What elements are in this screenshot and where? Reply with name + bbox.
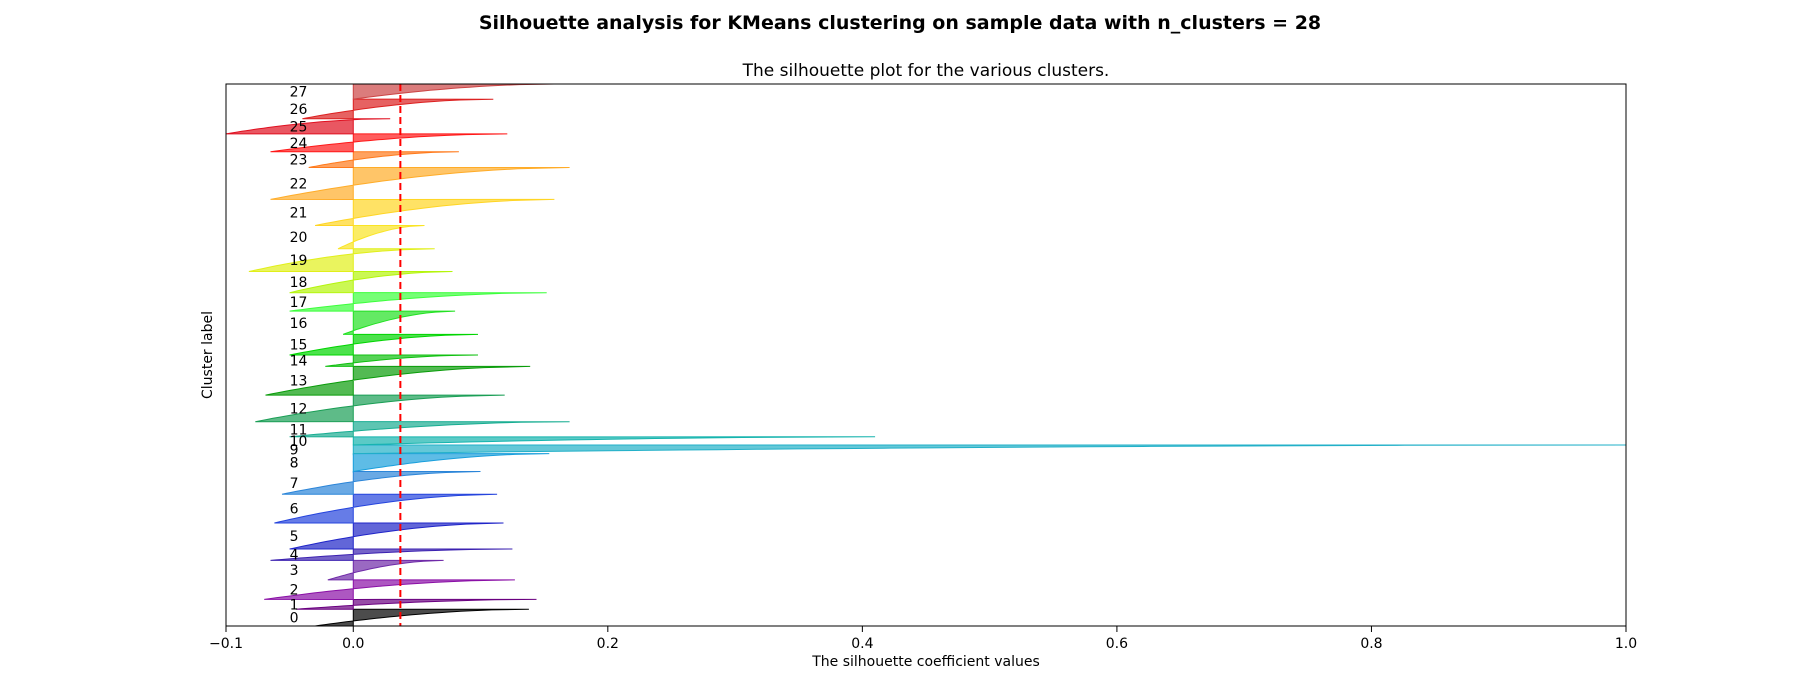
silhouette-cluster-17	[289, 292, 547, 312]
silhouette-cluster-22	[270, 166, 570, 200]
cluster-label-20: 20	[290, 230, 308, 246]
cluster-label-25: 25	[290, 119, 308, 135]
x-tick-label: 0.8	[1360, 636, 1382, 652]
silhouette-cluster-27	[352, 83, 555, 100]
silhouette-cluster-21	[315, 198, 555, 226]
x-tick-label: 0.0	[342, 636, 364, 652]
cluster-label-10: 10	[290, 434, 308, 450]
x-tick-label: −0.1	[209, 636, 243, 652]
cluster-label-4: 4	[290, 548, 299, 564]
cluster-label-17: 17	[290, 295, 308, 311]
silhouette-cluster-11	[289, 421, 570, 438]
cluster-label-13: 13	[290, 374, 308, 390]
silhouette-cluster-23	[308, 151, 459, 168]
silhouette-cluster-20	[337, 224, 425, 250]
cluster-label-0: 0	[290, 611, 299, 627]
silhouette-cluster-6	[274, 493, 498, 524]
cluster-label-11: 11	[290, 422, 308, 438]
silhouette-cluster-13	[265, 365, 531, 396]
silhouette-cluster-15	[289, 333, 479, 356]
silhouette-cluster-8	[352, 453, 550, 473]
cluster-label-8: 8	[290, 456, 299, 472]
cluster-label-19: 19	[290, 253, 308, 269]
cluster-label-23: 23	[290, 153, 308, 169]
cluster-label-22: 22	[290, 176, 308, 192]
silhouette-cluster-19	[248, 248, 435, 273]
silhouette-cluster-12	[255, 394, 505, 423]
silhouette-cluster-1	[295, 598, 537, 610]
silhouette-cluster-2	[264, 579, 515, 600]
y-axis-label: Cluster label	[200, 311, 216, 399]
cluster-label-9: 9	[290, 442, 299, 458]
silhouette-cluster-3	[327, 559, 444, 581]
cluster-label-7: 7	[290, 476, 299, 492]
cluster-label-26: 26	[290, 102, 308, 118]
silhouette-cluster-24	[270, 133, 508, 153]
cluster-labels: 0123456789101112131415161718192021222324…	[290, 85, 308, 627]
silhouette-cluster-4	[270, 548, 513, 561]
silhouette-cluster-16	[342, 310, 456, 335]
silhouette-cluster-26	[302, 98, 494, 120]
x-axis-label: The silhouette coefficient values	[811, 654, 1040, 670]
cluster-label-18: 18	[290, 275, 308, 291]
cluster-label-3: 3	[290, 563, 299, 579]
silhouette-cluster-7	[281, 471, 481, 495]
cluster-label-16: 16	[290, 316, 308, 332]
chart-title: The silhouette plot for the various clus…	[742, 61, 1110, 81]
x-axis-ticks: −0.1 0.0 0.2 0.4 0.6 0.8 1.0	[209, 626, 1637, 652]
silhouette-areas	[225, 83, 1627, 627]
silhouette-cluster-5	[289, 522, 504, 550]
silhouette-cluster-14	[325, 354, 479, 367]
silhouette-cluster-0	[315, 608, 529, 627]
silhouette-cluster-9	[352, 444, 1627, 456]
silhouette-cluster-10	[352, 436, 876, 446]
cluster-label-24: 24	[290, 136, 308, 152]
x-tick-label: 0.6	[1106, 636, 1128, 652]
x-tick-label: 0.4	[851, 636, 873, 652]
silhouette-cluster-25	[225, 118, 391, 135]
cluster-label-5: 5	[290, 529, 299, 545]
x-tick-label: 1.0	[1615, 636, 1637, 652]
x-tick-label: 0.2	[597, 636, 619, 652]
figure-suptitle: Silhouette analysis for KMeans clusterin…	[479, 12, 1321, 34]
cluster-label-12: 12	[290, 401, 308, 417]
cluster-label-15: 15	[290, 338, 308, 354]
cluster-label-27: 27	[290, 85, 308, 101]
cluster-label-14: 14	[290, 354, 308, 370]
cluster-label-1: 1	[290, 597, 299, 613]
silhouette-cluster-18	[289, 271, 453, 294]
cluster-label-2: 2	[290, 583, 299, 599]
cluster-label-21: 21	[290, 205, 308, 221]
cluster-label-6: 6	[290, 502, 299, 518]
axes-frame	[225, 83, 1627, 627]
